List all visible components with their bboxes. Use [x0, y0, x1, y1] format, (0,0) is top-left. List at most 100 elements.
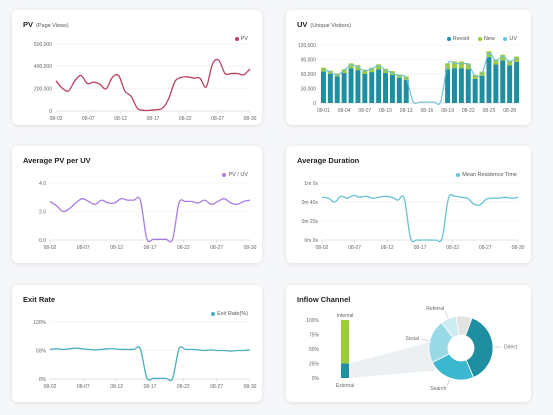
duration-xtick-label: 08-02 — [316, 245, 329, 251]
exit-rate-xtick-label: 08-30 — [244, 384, 257, 390]
uv-bar-revisit — [507, 65, 513, 103]
uv-bar-new — [383, 68, 388, 74]
duration-ytick-label: 0m 0s — [304, 238, 318, 244]
uv-bar-revisit — [362, 74, 368, 103]
exit-rate-ytick-label: 0% — [39, 377, 47, 383]
uv-bar-revisit — [479, 75, 485, 103]
uv-bar-new — [472, 74, 478, 79]
uv-xtick-label: 08-22 — [462, 108, 475, 114]
uv-xtick-label: 08-25 — [483, 108, 496, 114]
inflow-ytick-label: 25% — [309, 361, 320, 367]
uv-bar-revisit — [472, 78, 478, 103]
internal-label: Internal — [337, 313, 354, 319]
uv-bar-revisit — [383, 73, 388, 103]
uv-ytick-label: 120,000 — [298, 43, 316, 49]
uv-bar-revisit — [493, 64, 499, 103]
uv-ytick-label: 90,000 — [301, 57, 317, 63]
pv-ytick-label: 0 — [49, 109, 52, 115]
duration-card: Average Duration Mean Residence Time 0m … — [286, 146, 531, 263]
avg-pv-ytick-label: 2.0 — [39, 209, 46, 215]
uv-bar-revisit — [369, 72, 375, 103]
uv-bar-revisit — [341, 73, 347, 103]
avg-pv-chart: 0.0 2.0 4.0 08-02 08-07 08-12 08-17 08-22 08-27 0… — [39, 181, 257, 251]
avg-pv-xtick-label: 08-27 — [210, 245, 223, 251]
pv-xtick-label: 08-17 — [147, 116, 160, 122]
avg-pv-title: Average PV per UV — [23, 156, 91, 165]
legend-revisit[interactable]: Revisit — [446, 36, 469, 42]
duration-ytick-label: 0m 20s — [302, 219, 319, 225]
uv-bar-revisit — [452, 68, 457, 103]
avg-pv-ytick-label: 4.0 — [39, 181, 46, 187]
uv-bar-new — [514, 56, 520, 62]
avg-pv-xtick-label: 08-17 — [144, 245, 157, 251]
uv-xtick-label: 08-28 — [503, 108, 516, 114]
duration-legend[interactable]: Mean Residence Time — [449, 172, 517, 178]
pv-xtick-label: 08-30 — [244, 116, 257, 122]
avg-pv-legend[interactable]: PV / UV — [215, 172, 248, 178]
duration-ytick-label: 1m 0s — [304, 181, 318, 187]
uv-bar-revisit — [327, 74, 333, 103]
avg-pv-xtick-label: 08-07 — [77, 245, 90, 251]
exit-rate-card: Exit Rate Exit Rate(%) 0% 50% 100% 08-02 08-… — [12, 285, 262, 402]
avg-pv-ytick-label: 0.0 — [39, 238, 46, 244]
exit-rate-ytick-label: 50% — [36, 348, 47, 354]
inflow-slice — [455, 315, 473, 337]
uv-bar-revisit — [465, 69, 471, 103]
uv-bar-revisit — [355, 70, 361, 103]
uv-chart: 0 30,000 60,000 90,000 120,000 08-01 08-04 08-0… — [298, 43, 520, 114]
pv-legend[interactable]: PV — [228, 36, 248, 42]
inflow-title: Inflow Channel — [297, 295, 351, 304]
duration-xtick-label: 08-12 — [381, 245, 394, 251]
uv-bar-revisit — [396, 77, 402, 103]
inflow-connector — [349, 342, 443, 378]
inflow-slice-label: Referral — [426, 306, 444, 312]
inflow-ytick-label: 100% — [306, 318, 319, 324]
uv-bar-revisit — [376, 69, 382, 103]
legend-uv[interactable]: UV — [503, 36, 517, 42]
duration-ytick-label: 0m 40s — [302, 200, 319, 206]
pv-xtick-label: 08-02 — [50, 116, 63, 122]
uv-bar-new — [458, 61, 464, 69]
pv-ytick-label: 400,000 — [34, 64, 52, 70]
uv-bar-new — [486, 51, 492, 58]
uv-bar-revisit — [334, 76, 340, 103]
inflow-slice-leader — [445, 311, 449, 318]
uv-bar-revisit — [458, 68, 464, 103]
uv-xtick-label: 08-04 — [338, 108, 351, 114]
inflow-ytick-label: 0% — [312, 376, 320, 382]
pv-series-line — [55, 58, 251, 112]
uv-series-line — [323, 52, 517, 105]
uv-bar-revisit — [403, 79, 409, 103]
exit-rate-xtick-label: 08-12 — [110, 384, 123, 390]
inflow-channel-card: Inflow Channel 0% 25% 50% 75% 100% Internal Ex… — [286, 285, 531, 402]
exit-rate-xtick-label: 08-07 — [77, 384, 90, 390]
pv-ytick-label: 200,000 — [34, 86, 52, 92]
uv-bar-revisit — [389, 74, 395, 103]
legend-new[interactable]: New — [477, 36, 495, 42]
exit-rate-xtick-label: 08-27 — [210, 384, 223, 390]
uv-xtick-label: 08-01 — [317, 108, 330, 114]
inflow-ytick-label: 75% — [309, 332, 320, 338]
exit-rate-xtick-label: 08-17 — [144, 384, 157, 390]
avg-pv-xtick-label: 08-02 — [44, 245, 57, 251]
inflow-slice — [464, 317, 494, 378]
uv-bar-revisit — [348, 68, 354, 103]
uv-legend[interactable]: Revisit New UV — [440, 36, 517, 42]
exit-rate-legend[interactable]: Exit Rate(%) — [204, 311, 248, 317]
uv-bar-new — [376, 64, 382, 70]
inflow-slice-leader — [421, 338, 429, 341]
duration-series-line — [321, 193, 519, 243]
uv-xtick-label: 08-13 — [400, 108, 413, 114]
inflow-slice-leader — [447, 378, 450, 386]
duration-xtick-label: 08-22 — [446, 245, 459, 251]
uv-ytick-label: 60,000 — [301, 72, 317, 78]
internal-bar-segment — [341, 320, 349, 364]
exit-rate-xtick-label: 08-22 — [177, 384, 190, 390]
uv-bar-revisit — [500, 60, 506, 103]
uv-xtick-label: 08-19 — [441, 108, 454, 114]
avg-pv-xtick-label: 08-30 — [244, 245, 257, 251]
exit-rate-ytick-label: 100% — [33, 320, 46, 326]
avg-pv-series-line — [49, 196, 251, 243]
uv-bar-revisit — [320, 71, 326, 103]
duration-xtick-label: 08-17 — [414, 245, 427, 251]
